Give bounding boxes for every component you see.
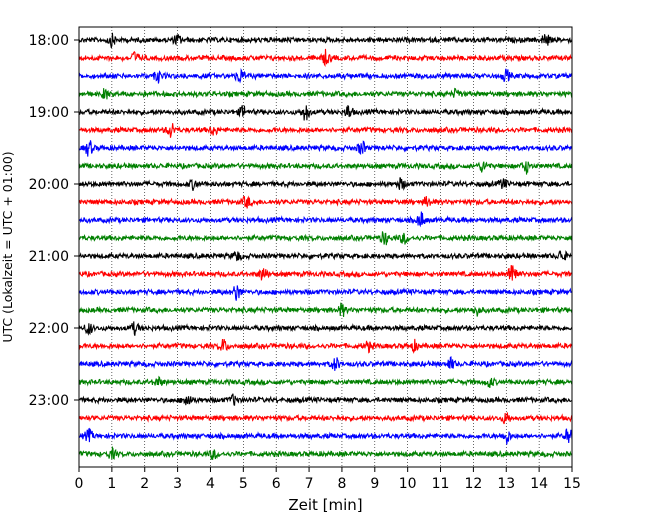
x-axis: 0 1 2 3 4 5 6 7 8 9 10 11 12 13 14 15 xyxy=(75,467,581,492)
x-tick-label: 6 xyxy=(272,476,281,492)
y-tick-label: 19:00 xyxy=(29,105,69,121)
seismogram-traces xyxy=(78,32,573,461)
trace-1845 xyxy=(78,87,573,100)
x-axis-label: Zeit [min] xyxy=(288,496,362,514)
trace-2130 xyxy=(78,285,573,301)
trace-1945 xyxy=(78,161,573,175)
y-tick-label: 20:00 xyxy=(29,177,69,193)
trace-1900 xyxy=(78,104,573,121)
x-tick-label: 3 xyxy=(173,476,182,492)
trace-2215 xyxy=(78,338,573,354)
x-tick-label: 15 xyxy=(563,476,581,492)
y-axis-label: UTC (Lokalzeit = UTC + 01:00) xyxy=(0,151,15,342)
x-tick-label: 12 xyxy=(464,476,482,492)
x-tick-label: 7 xyxy=(305,476,314,492)
trace-2000 xyxy=(78,177,573,191)
x-tick-label: 4 xyxy=(206,476,215,492)
x-tick-label: 13 xyxy=(497,476,515,492)
trace-1915 xyxy=(78,123,573,138)
trace-2030 xyxy=(78,211,573,228)
trace-1800 xyxy=(78,32,573,48)
y-tick-label: 23:00 xyxy=(29,393,69,409)
trace-2145 xyxy=(78,302,573,317)
trace-2200 xyxy=(78,321,573,336)
trace-2300 xyxy=(78,393,573,406)
y-tick-label: 18:00 xyxy=(29,33,69,49)
x-gridlines xyxy=(111,27,540,467)
x-tick-label: 9 xyxy=(370,476,379,492)
x-tick-label: 5 xyxy=(239,476,248,492)
x-tick-label: 14 xyxy=(530,476,548,492)
y-tick-label: 21:00 xyxy=(29,249,69,265)
x-tick-label: 0 xyxy=(75,476,84,492)
x-tick-label: 11 xyxy=(432,476,450,492)
trace-2115 xyxy=(78,265,573,281)
y-axis: 18:00 19:00 20:00 21:00 22:00 23:00 xyxy=(29,33,79,409)
trace-2345 xyxy=(78,445,573,461)
trace-2045 xyxy=(78,231,573,246)
trace-2315 xyxy=(78,412,573,425)
trace-1830 xyxy=(78,68,573,84)
trace-2230 xyxy=(78,356,573,371)
trace-2100 xyxy=(78,250,573,262)
trace-2015 xyxy=(78,195,573,209)
x-tick-label: 2 xyxy=(140,476,149,492)
x-tick-label: 1 xyxy=(107,476,116,492)
plot-frame xyxy=(78,26,573,468)
trace-2330 xyxy=(78,427,573,445)
trace-1815 xyxy=(78,48,573,68)
trace-1930 xyxy=(78,140,573,157)
x-tick-label: 8 xyxy=(337,476,346,492)
trace-2245 xyxy=(78,375,573,389)
x-tick-label: 10 xyxy=(399,476,417,492)
y-tick-label: 22:00 xyxy=(29,321,69,337)
